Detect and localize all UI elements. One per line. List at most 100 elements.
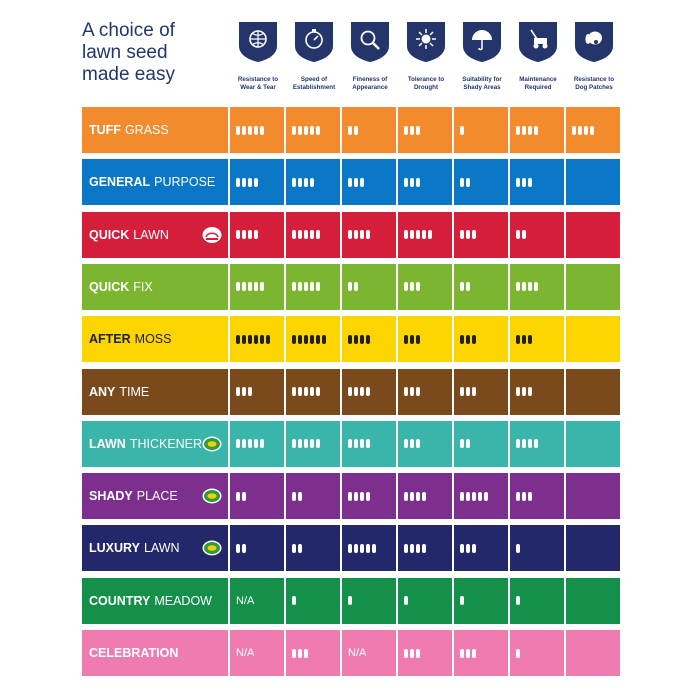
rating-cell <box>286 525 340 572</box>
rating-bar <box>254 125 258 135</box>
rating-cell <box>510 368 564 415</box>
rating-bar <box>266 334 270 344</box>
rating-bar <box>410 543 414 553</box>
rating-bar <box>248 282 252 292</box>
football-icon <box>239 22 277 62</box>
rating-bar <box>578 125 582 135</box>
rating-cell <box>454 525 508 572</box>
rating-bar <box>460 230 464 240</box>
rating-bar <box>516 387 520 396</box>
column-header: Fineness of Appearance <box>342 22 398 102</box>
rating-bar <box>316 230 320 240</box>
rating-bar <box>404 439 408 449</box>
rating-bar <box>348 491 352 501</box>
rating-bar <box>410 648 414 658</box>
rating-bar <box>404 177 408 187</box>
rating-cell: N/A <box>230 577 284 624</box>
rating-bar <box>522 491 526 501</box>
column-header: Speed of Establishment <box>286 22 342 102</box>
rating-bar <box>360 543 364 553</box>
product-name: COUNTRY MEADOW <box>82 577 228 624</box>
rating-bar <box>348 439 352 449</box>
rating-bar <box>236 439 240 449</box>
rating-cell <box>230 473 284 520</box>
rating-bar <box>242 230 246 240</box>
rating-cell <box>398 630 452 676</box>
rating-bar <box>404 282 408 292</box>
rating-bar <box>516 543 520 553</box>
table-row: CELEBRATION N/A N/A <box>82 630 620 676</box>
rating-cell <box>566 525 620 572</box>
rating-bar <box>422 230 426 240</box>
rating-cell <box>398 211 452 258</box>
rating-bar <box>310 387 314 396</box>
rating-bar <box>242 439 246 449</box>
rating-bar <box>354 387 358 396</box>
rating-bar <box>348 230 352 240</box>
product-name-rest: LAWN <box>143 541 180 556</box>
rating-bar <box>304 334 308 344</box>
rating-bar <box>292 387 296 396</box>
rating-bar <box>298 177 302 187</box>
rating-cell <box>510 420 564 467</box>
rating-bar <box>304 387 308 396</box>
rating-cell <box>566 211 620 258</box>
rating-bar <box>298 648 302 658</box>
product-name-rest: MEADOW <box>154 593 212 608</box>
rating-bar <box>410 282 414 292</box>
rating-cell <box>454 211 508 258</box>
rating-bar <box>528 491 532 501</box>
product-name-rest: PURPOSE <box>154 175 216 190</box>
product-name: QUICK FIX <box>82 263 228 310</box>
rating-bar <box>310 125 314 135</box>
product-name-bold: AFTER <box>89 332 131 347</box>
rating-bar <box>372 543 376 553</box>
rating-bar <box>516 230 520 240</box>
rating-bar <box>260 334 264 344</box>
rating-bar <box>528 282 532 292</box>
rating-bar <box>298 491 302 501</box>
rating-cell <box>342 159 396 206</box>
product-name: LUXURY LAWN <box>82 525 228 572</box>
rating-cell <box>510 473 564 520</box>
rating-bar <box>416 334 420 344</box>
rating-bar <box>298 334 302 344</box>
rating-bar <box>292 648 296 658</box>
rating-cell <box>454 577 508 624</box>
rating-bar <box>528 334 532 344</box>
rating-bar <box>322 334 326 344</box>
rating-cell <box>230 107 284 153</box>
rating-bar <box>404 491 408 501</box>
column-label: Tolerance to Drought <box>407 76 445 91</box>
rating-cell <box>454 107 508 153</box>
product-name-rest: THICKENER <box>129 436 203 451</box>
rating-bar <box>410 230 414 240</box>
rating-bar <box>478 491 482 501</box>
rating-bar <box>304 230 308 240</box>
rating-bar <box>348 543 352 553</box>
table-row: TUFF GRASS <box>82 107 620 153</box>
rating-bar <box>416 387 420 396</box>
rating-bar <box>522 439 526 449</box>
rating-bar <box>516 596 520 606</box>
rating-cell <box>398 368 452 415</box>
column-label: Resistance to Wear & Tear <box>237 76 279 91</box>
column-header: Suitability for Shady Areas <box>454 22 510 102</box>
rating-bar <box>310 230 314 240</box>
column-label: Resistance to Dog Patches <box>573 76 615 91</box>
rating-bar <box>466 282 470 292</box>
product-name-bold: SHADY <box>89 489 133 504</box>
rating-bar <box>366 334 370 344</box>
column-header: Resistance to Wear & Tear <box>230 22 286 102</box>
rating-bar <box>304 177 308 187</box>
table-row: SHADY PLACE <box>82 473 620 520</box>
product-name-bold: TUFF <box>89 123 121 137</box>
rating-cell <box>566 316 620 363</box>
product-name: TUFF GRASS <box>82 107 228 153</box>
rating-bar <box>292 596 296 606</box>
rating-bar <box>292 125 296 135</box>
column-label: Fineness of Appearance <box>352 76 388 91</box>
rating-cell <box>398 577 452 624</box>
rating-bar <box>410 334 414 344</box>
rating-bar <box>248 177 252 187</box>
